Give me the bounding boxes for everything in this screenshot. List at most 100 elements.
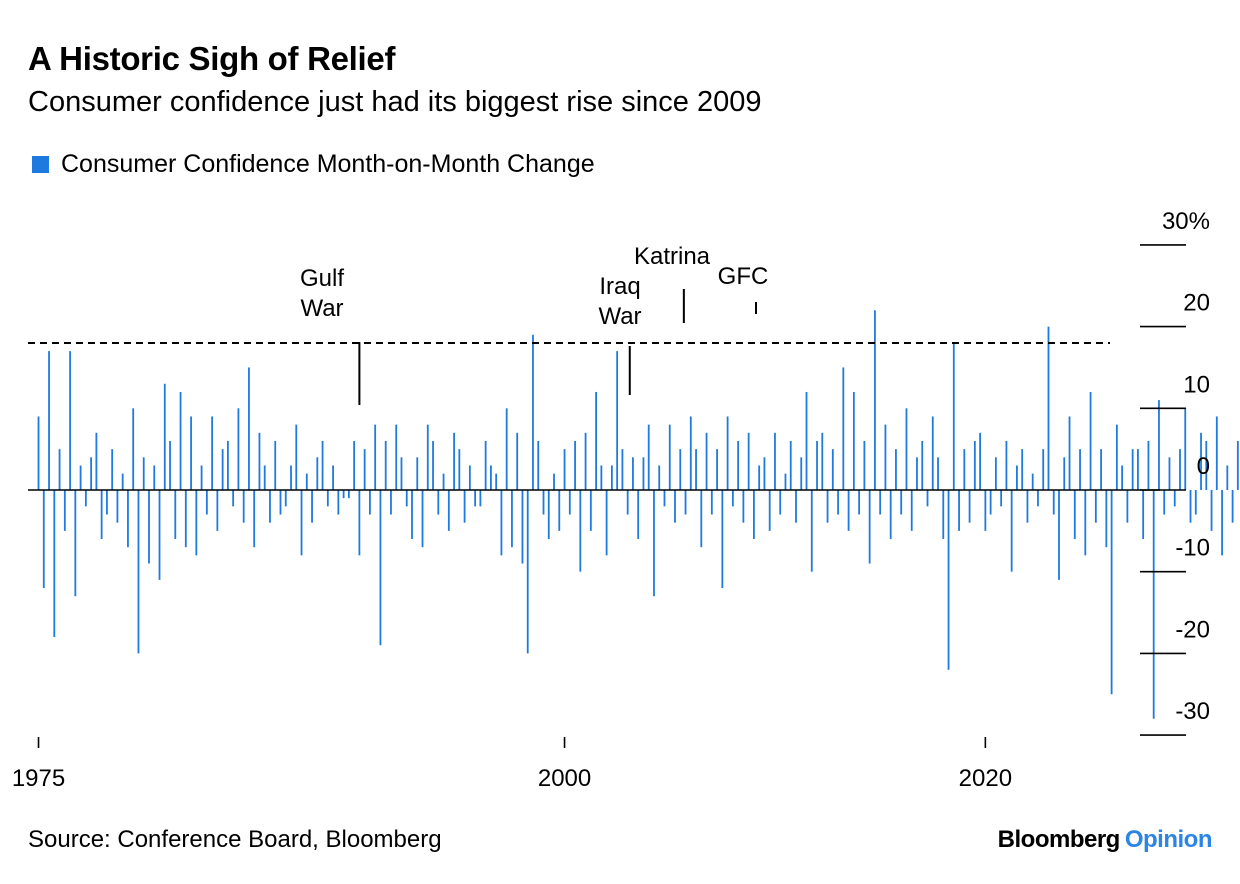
legend-swatch — [32, 156, 49, 173]
bar — [184, 490, 187, 548]
bar — [284, 490, 287, 507]
y-tick-label: 0 — [1197, 453, 1210, 480]
bar — [1163, 490, 1166, 515]
bar — [621, 449, 624, 490]
bar — [53, 490, 56, 638]
brand-accent: Opinion — [1124, 826, 1213, 853]
bar — [316, 457, 319, 490]
bar — [1173, 490, 1176, 507]
bar — [679, 449, 682, 490]
bar — [232, 490, 235, 507]
bar — [148, 490, 150, 564]
bar — [158, 490, 161, 580]
bar — [447, 490, 450, 531]
y-tick-label: 30% — [1162, 208, 1210, 235]
bar — [979, 432, 981, 490]
bar — [179, 391, 182, 490]
legend: Consumer Confidence Month-on-Month Chang… — [32, 150, 595, 179]
bar — [768, 490, 771, 531]
bar — [305, 473, 308, 490]
bar — [74, 490, 77, 597]
bar — [1236, 440, 1239, 490]
bar — [668, 424, 671, 490]
bar — [1031, 473, 1034, 490]
bar — [79, 465, 82, 490]
bar — [710, 490, 713, 515]
bar — [505, 408, 508, 490]
bar — [100, 490, 103, 540]
bar — [973, 440, 976, 490]
annotation-label: Katrina — [634, 243, 711, 270]
bar — [1089, 391, 1092, 490]
bar — [905, 408, 908, 490]
bar — [1152, 490, 1155, 719]
bar — [910, 490, 913, 531]
bar — [810, 490, 813, 572]
bar — [1100, 449, 1102, 490]
bar — [426, 424, 429, 490]
bar — [211, 416, 214, 490]
y-tick-label: 20 — [1183, 290, 1210, 317]
bar — [695, 449, 697, 490]
x-tick-label: 2000 — [538, 765, 591, 792]
bar — [1184, 408, 1187, 490]
bar — [921, 440, 924, 490]
x-tick-label: 2020 — [959, 765, 1012, 792]
bar — [958, 490, 960, 531]
bar — [200, 465, 203, 490]
bar — [411, 490, 413, 540]
bar — [326, 490, 329, 507]
bar — [589, 490, 592, 531]
bar — [616, 351, 619, 490]
bar — [1215, 416, 1218, 490]
bar — [490, 465, 492, 490]
bar — [726, 416, 729, 490]
bar — [663, 490, 666, 507]
annotation-label: War — [300, 295, 343, 322]
bar — [416, 457, 419, 490]
bar — [468, 465, 471, 490]
bar — [584, 432, 587, 490]
bar — [653, 490, 655, 597]
bar — [358, 490, 361, 556]
bar — [1205, 440, 1208, 490]
bar — [90, 457, 93, 490]
bar — [579, 490, 582, 572]
bar — [542, 490, 545, 515]
bar — [1147, 440, 1150, 490]
bar — [900, 490, 903, 515]
bar — [747, 432, 750, 490]
bar — [516, 432, 519, 490]
bar — [132, 408, 135, 490]
bar — [1047, 326, 1050, 490]
bar — [190, 416, 192, 490]
bar — [558, 490, 561, 531]
bar — [1058, 490, 1060, 580]
bar — [595, 391, 597, 490]
bar — [121, 473, 124, 490]
bar — [347, 490, 350, 499]
bar — [42, 490, 45, 589]
bar — [916, 457, 918, 490]
bar — [1042, 449, 1045, 490]
bar — [453, 432, 455, 490]
bar — [374, 424, 377, 490]
bar — [626, 490, 629, 515]
bar — [142, 457, 145, 490]
bar — [1000, 490, 1003, 507]
bar — [563, 449, 566, 490]
bar — [274, 440, 277, 490]
bar — [868, 490, 871, 564]
bar — [379, 490, 382, 646]
bar — [994, 457, 997, 490]
bar — [1168, 457, 1171, 490]
bar — [1121, 465, 1124, 490]
bar — [390, 490, 392, 515]
bar — [689, 416, 692, 490]
annotation-label: GFC — [718, 263, 769, 290]
bar — [600, 465, 603, 490]
bar — [421, 490, 424, 548]
bar — [863, 440, 866, 490]
bar — [363, 449, 366, 490]
